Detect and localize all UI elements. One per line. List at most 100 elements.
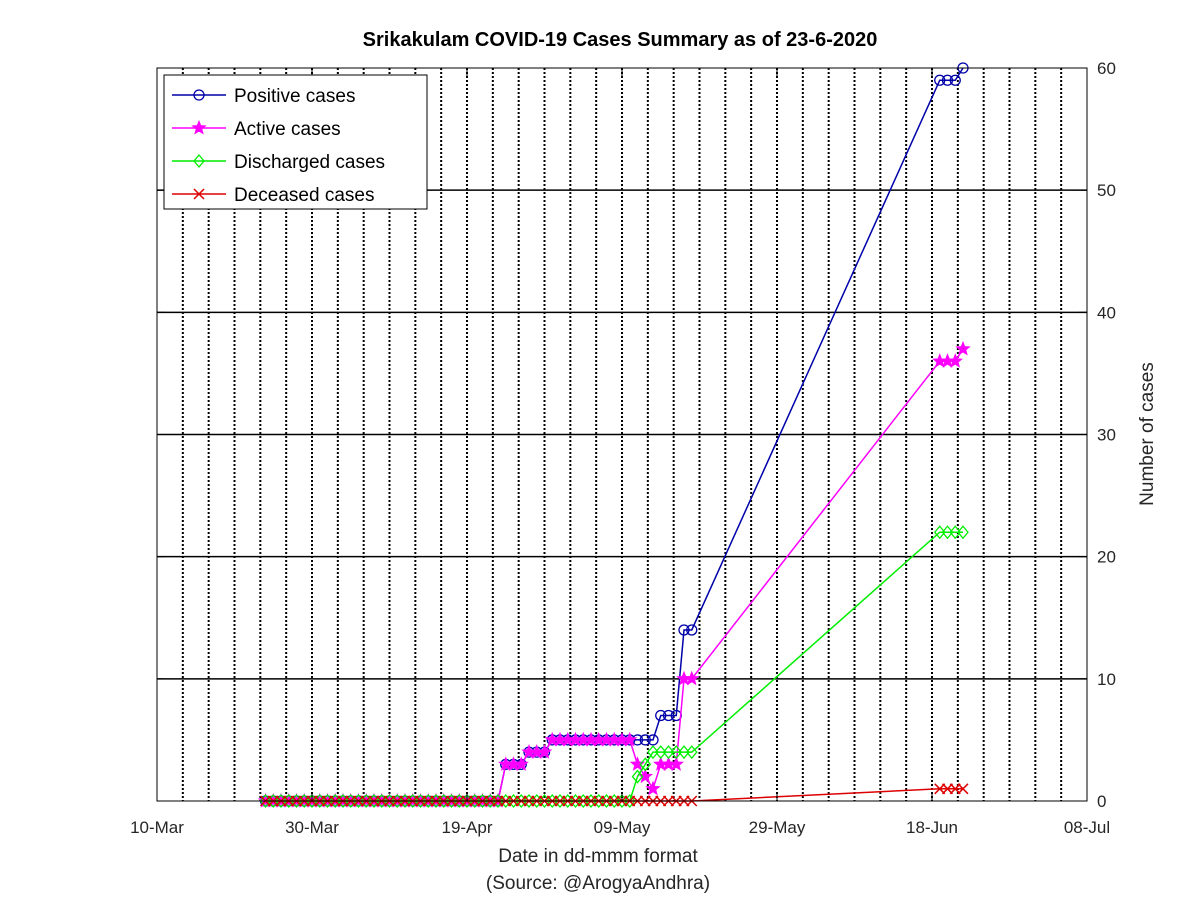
data-point-discharged-cases (639, 757, 652, 772)
x-tick-label: 10-Mar (130, 818, 184, 837)
data-point-discharged-cases (577, 793, 590, 809)
data-point-discharged-cases (306, 793, 318, 809)
y-axis-label: Number of cases (1137, 362, 1158, 506)
data-point-discharged-cases (941, 525, 954, 540)
data-point-discharged-cases (267, 793, 280, 809)
data-point-active-cases (536, 744, 553, 759)
y-tick-label: 20 (1097, 548, 1116, 567)
x-tick-label: 09-May (594, 818, 651, 837)
legend-box (163, 74, 428, 210)
y-tick-label: 40 (1097, 303, 1116, 322)
data-point-discharged-cases (437, 793, 450, 809)
data-point-active-cases (513, 756, 529, 771)
legend-entry-positive-cases: Positive cases (172, 86, 355, 107)
data-point-positive-cases (647, 734, 659, 746)
data-point-discharged-cases (561, 793, 574, 809)
data-point-active-cases (684, 670, 700, 686)
data-point-discharged-cases (530, 793, 543, 809)
data-point-discharged-cases (453, 793, 466, 809)
x-tick-label: 29-May (749, 818, 806, 837)
legend-marker-discharged-cases (193, 153, 205, 169)
data-point-discharged-cases (949, 525, 962, 540)
data-point-discharged-cases (313, 793, 326, 809)
data-point-deceased-cases (934, 783, 946, 795)
data-point-discharged-cases (298, 793, 311, 809)
data-point-positive-cases (934, 74, 946, 86)
x-tick-label: 18-Jun (906, 818, 958, 837)
data-point-deceased-cases (949, 783, 961, 795)
data-point-discharged-cases (406, 793, 419, 809)
data-point-discharged-cases (344, 793, 357, 809)
data-point-discharged-cases (507, 793, 520, 809)
data-point-discharged-cases (383, 793, 396, 809)
data-point-discharged-cases (608, 793, 621, 809)
data-point-discharged-cases (282, 793, 295, 809)
y-tick-label: 30 (1097, 426, 1116, 445)
data-point-discharged-cases (538, 793, 551, 809)
data-point-discharged-cases (546, 793, 559, 809)
data-point-positive-cases (662, 709, 675, 722)
data-point-discharged-cases (275, 793, 287, 809)
data-point-discharged-cases (592, 793, 605, 809)
data-point-discharged-cases (352, 793, 365, 809)
data-point-discharged-cases (523, 793, 535, 809)
data-point-positive-cases (686, 624, 698, 636)
data-point-discharged-cases (515, 793, 528, 809)
data-point-discharged-cases (685, 745, 698, 760)
grid-lines (157, 68, 1087, 801)
data-point-discharged-cases (422, 793, 435, 809)
data-point-discharged-cases (484, 793, 497, 809)
data-point-discharged-cases (616, 793, 628, 809)
data-point-discharged-cases (678, 745, 690, 760)
legend-marker-positive-cases (193, 89, 205, 101)
x-axis-ticks: 10-Mar 30-Mar 19-Apr 09-May 29-May 18-Jun 08-J… (130, 68, 1110, 837)
data-point-positive-cases (678, 624, 690, 636)
data-point-discharged-cases (321, 793, 334, 809)
data-point-discharged-cases (631, 769, 644, 784)
x-axis-source: (Source: @ArogyaAndhra) (486, 873, 710, 894)
data-point-discharged-cases (499, 793, 512, 809)
y-tick-label: 60 (1097, 59, 1116, 78)
data-point-discharged-cases (337, 793, 349, 809)
data-point-discharged-cases (585, 793, 597, 809)
y-axis-ticks: 0 10 20 30 40 50 60 (157, 59, 1116, 811)
data-point-discharged-cases (662, 745, 675, 760)
data-point-active-cases (947, 353, 963, 368)
data-point-discharged-cases (554, 793, 566, 809)
chart-title: Srikakulam COVID-19 Cases Summary as of … (363, 29, 878, 51)
data-point-positive-cases (941, 74, 954, 86)
legend: Positive cases Active cases Discharged cas… (163, 74, 428, 210)
data-point-discharged-cases (569, 793, 582, 809)
legend-label: Deceased cases (234, 185, 374, 206)
data-point-discharged-cases (600, 793, 613, 809)
data-point-positive-cases (949, 74, 961, 86)
data-point-positive-cases (639, 734, 651, 746)
data-point-deceased-cases (957, 783, 969, 795)
legend-entry-deceased-cases: Deceased cases (172, 185, 374, 206)
x-tick-label: 19-Apr (441, 818, 492, 837)
legend-marker-active-cases (191, 119, 207, 135)
data-point-discharged-cases (430, 793, 442, 809)
x-axis-label: Date in dd-mmm format (498, 846, 698, 867)
data-point-discharged-cases (414, 793, 427, 809)
data-point-discharged-cases (290, 793, 303, 809)
x-tick-label: 08-Jul (1064, 818, 1110, 837)
data-point-active-cases (645, 780, 661, 796)
data-point-discharged-cases (647, 745, 659, 760)
legend-entry-active-cases: Active cases (172, 119, 341, 140)
data-point-discharged-cases (492, 793, 504, 809)
legend-label: Positive cases (234, 86, 355, 107)
data-point-discharged-cases (399, 793, 411, 809)
data-point-discharged-cases (468, 793, 481, 809)
data-point-discharged-cases (933, 525, 946, 540)
data-point-discharged-cases (623, 793, 636, 809)
x-tick-label: 30-Mar (285, 818, 339, 837)
data-point-discharged-cases (476, 793, 489, 809)
data-point-active-cases (668, 756, 684, 771)
data-point-discharged-cases (670, 745, 683, 760)
data-point-discharged-cases (360, 793, 373, 809)
y-tick-label: 0 (1097, 792, 1106, 811)
legend-entry-discharged-cases: Discharged cases (172, 152, 385, 173)
legend-label: Active cases (234, 119, 341, 140)
